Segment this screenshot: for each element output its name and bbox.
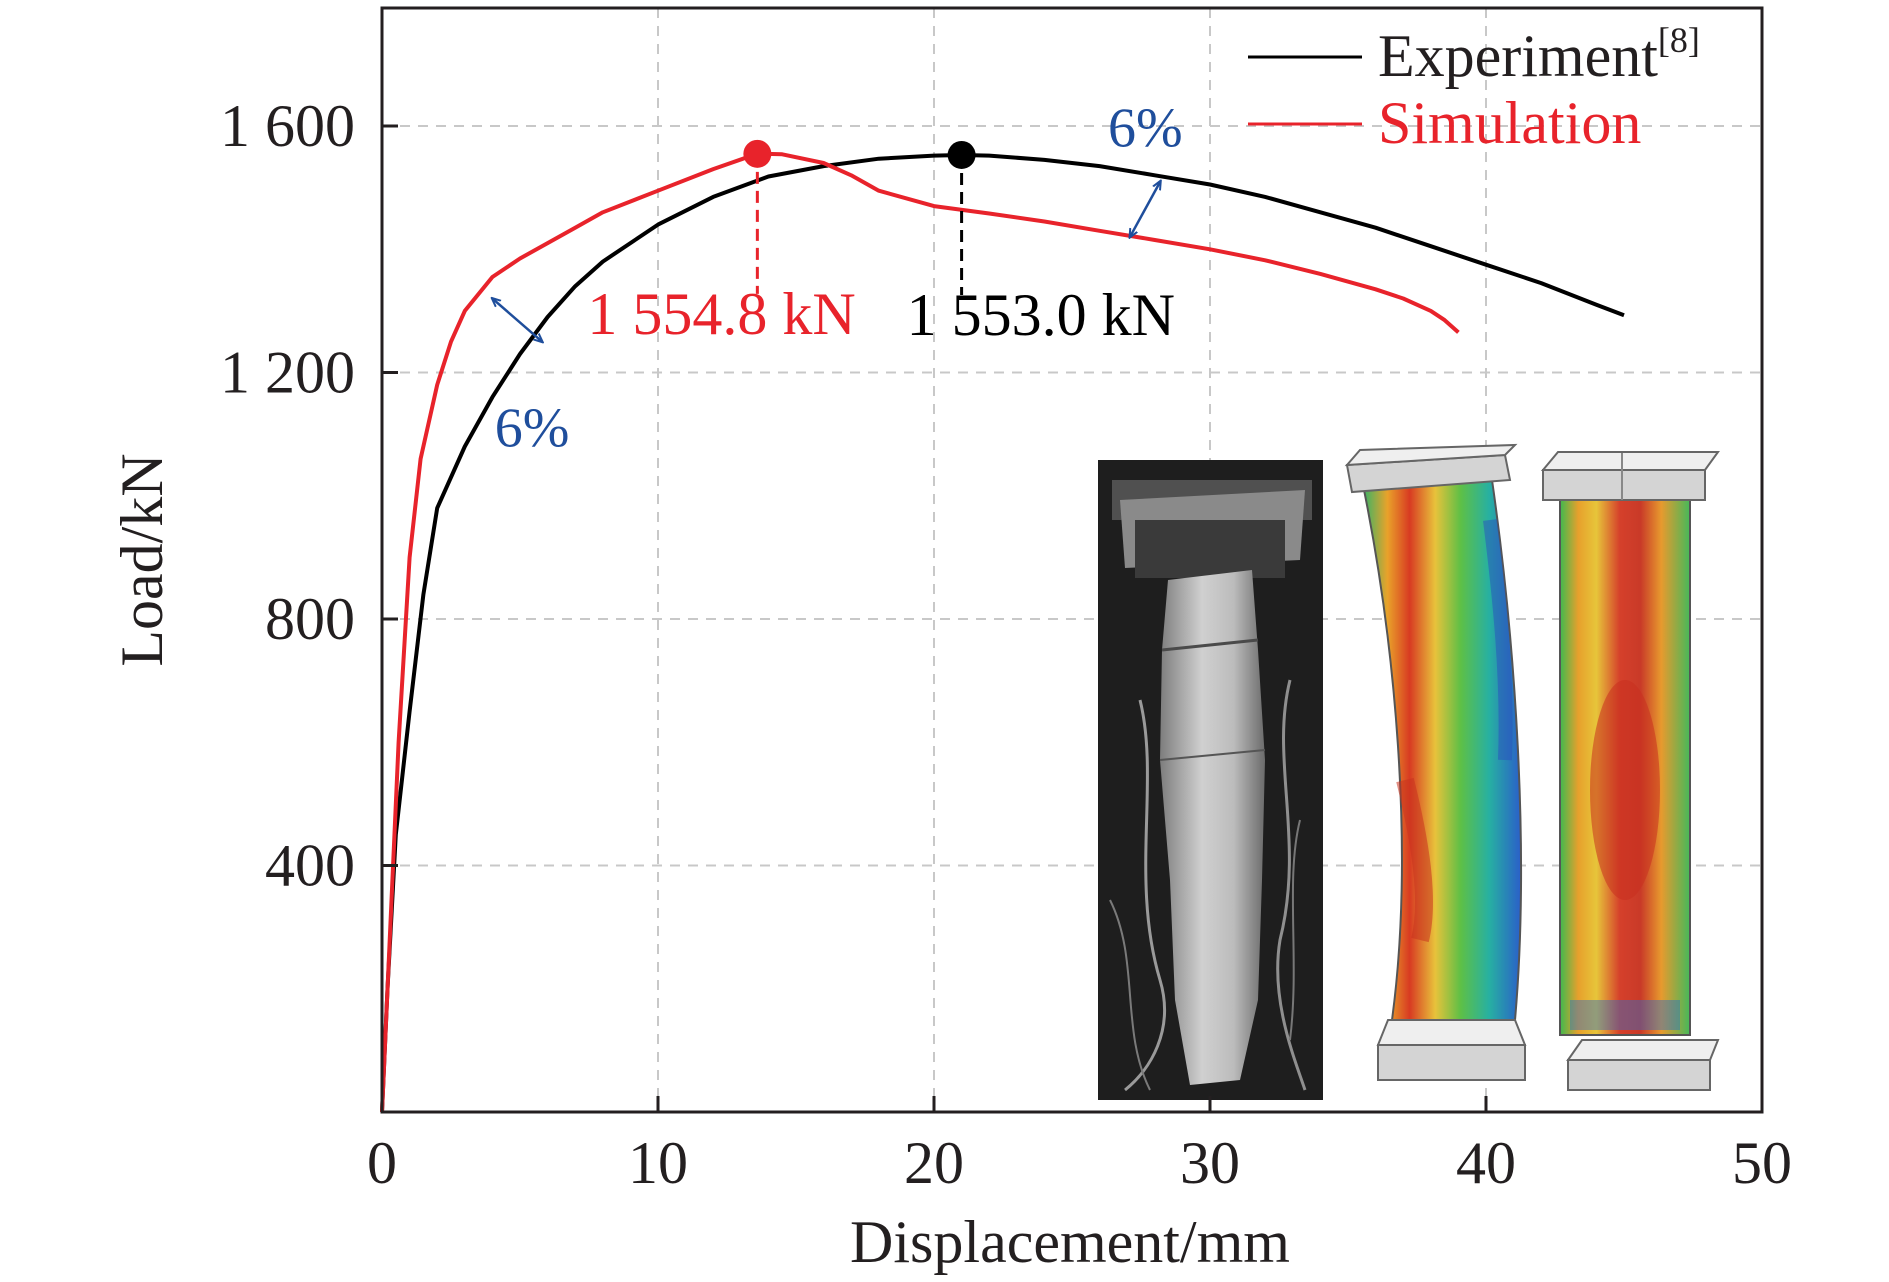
- experiment-photo-inset: [1098, 460, 1323, 1100]
- peak-marker-experiment: [947, 140, 976, 169]
- axes: [380, 6, 1764, 1114]
- plot-frame: [380, 6, 1764, 1114]
- series-lines: [380, 151, 1625, 1113]
- x-tick-label: 50: [1732, 1130, 1792, 1196]
- simulation-contour-side-inset: [1344, 443, 1527, 1081]
- simulation-contour-front-inset: [1540, 451, 1720, 1091]
- grid-lines: [382, 8, 1762, 1112]
- legend: Experiment[8] Simulation: [1248, 20, 1700, 156]
- difference-arrow: [492, 299, 542, 342]
- y-axis-title: Load/kN: [109, 453, 175, 666]
- peak-label-simulation: 1 554.8 kN: [587, 281, 855, 347]
- y-tick-label: 800: [265, 586, 355, 652]
- x-tick-label: 20: [904, 1130, 964, 1196]
- x-tick-label: 40: [1456, 1130, 1516, 1196]
- difference-label: 6%: [495, 398, 570, 460]
- peak-marker-simulation: [743, 139, 772, 168]
- x-tick-label: 30: [1180, 1130, 1240, 1196]
- series-line-experiment: [380, 153, 1625, 1113]
- x-axis-title: Displacement/mm: [850, 1209, 1290, 1275]
- annotations: 6% 6%: [492, 97, 1183, 460]
- difference-arrow: [1130, 181, 1160, 236]
- x-tick-label: 10: [628, 1130, 688, 1196]
- y-tick-label: 1 200: [220, 340, 355, 406]
- legend-label-experiment: Experiment[8]: [1378, 20, 1700, 89]
- peak-label-experiment: 1 553.0 kN: [907, 282, 1175, 348]
- peak-markers: 1 554.8 kN 1 553.0 kN: [587, 139, 1175, 348]
- series-line-simulation: [380, 151, 1460, 1113]
- x-tick-label: 0: [367, 1130, 397, 1196]
- y-tick-label: 1 600: [220, 93, 355, 159]
- difference-label: 6%: [1108, 97, 1183, 159]
- legend-label-simulation: Simulation: [1378, 90, 1641, 156]
- tick-labels: 0 10 20 30 40 50 400 800 1 200 1 600: [220, 93, 1792, 1196]
- y-tick-label: 400: [265, 833, 355, 899]
